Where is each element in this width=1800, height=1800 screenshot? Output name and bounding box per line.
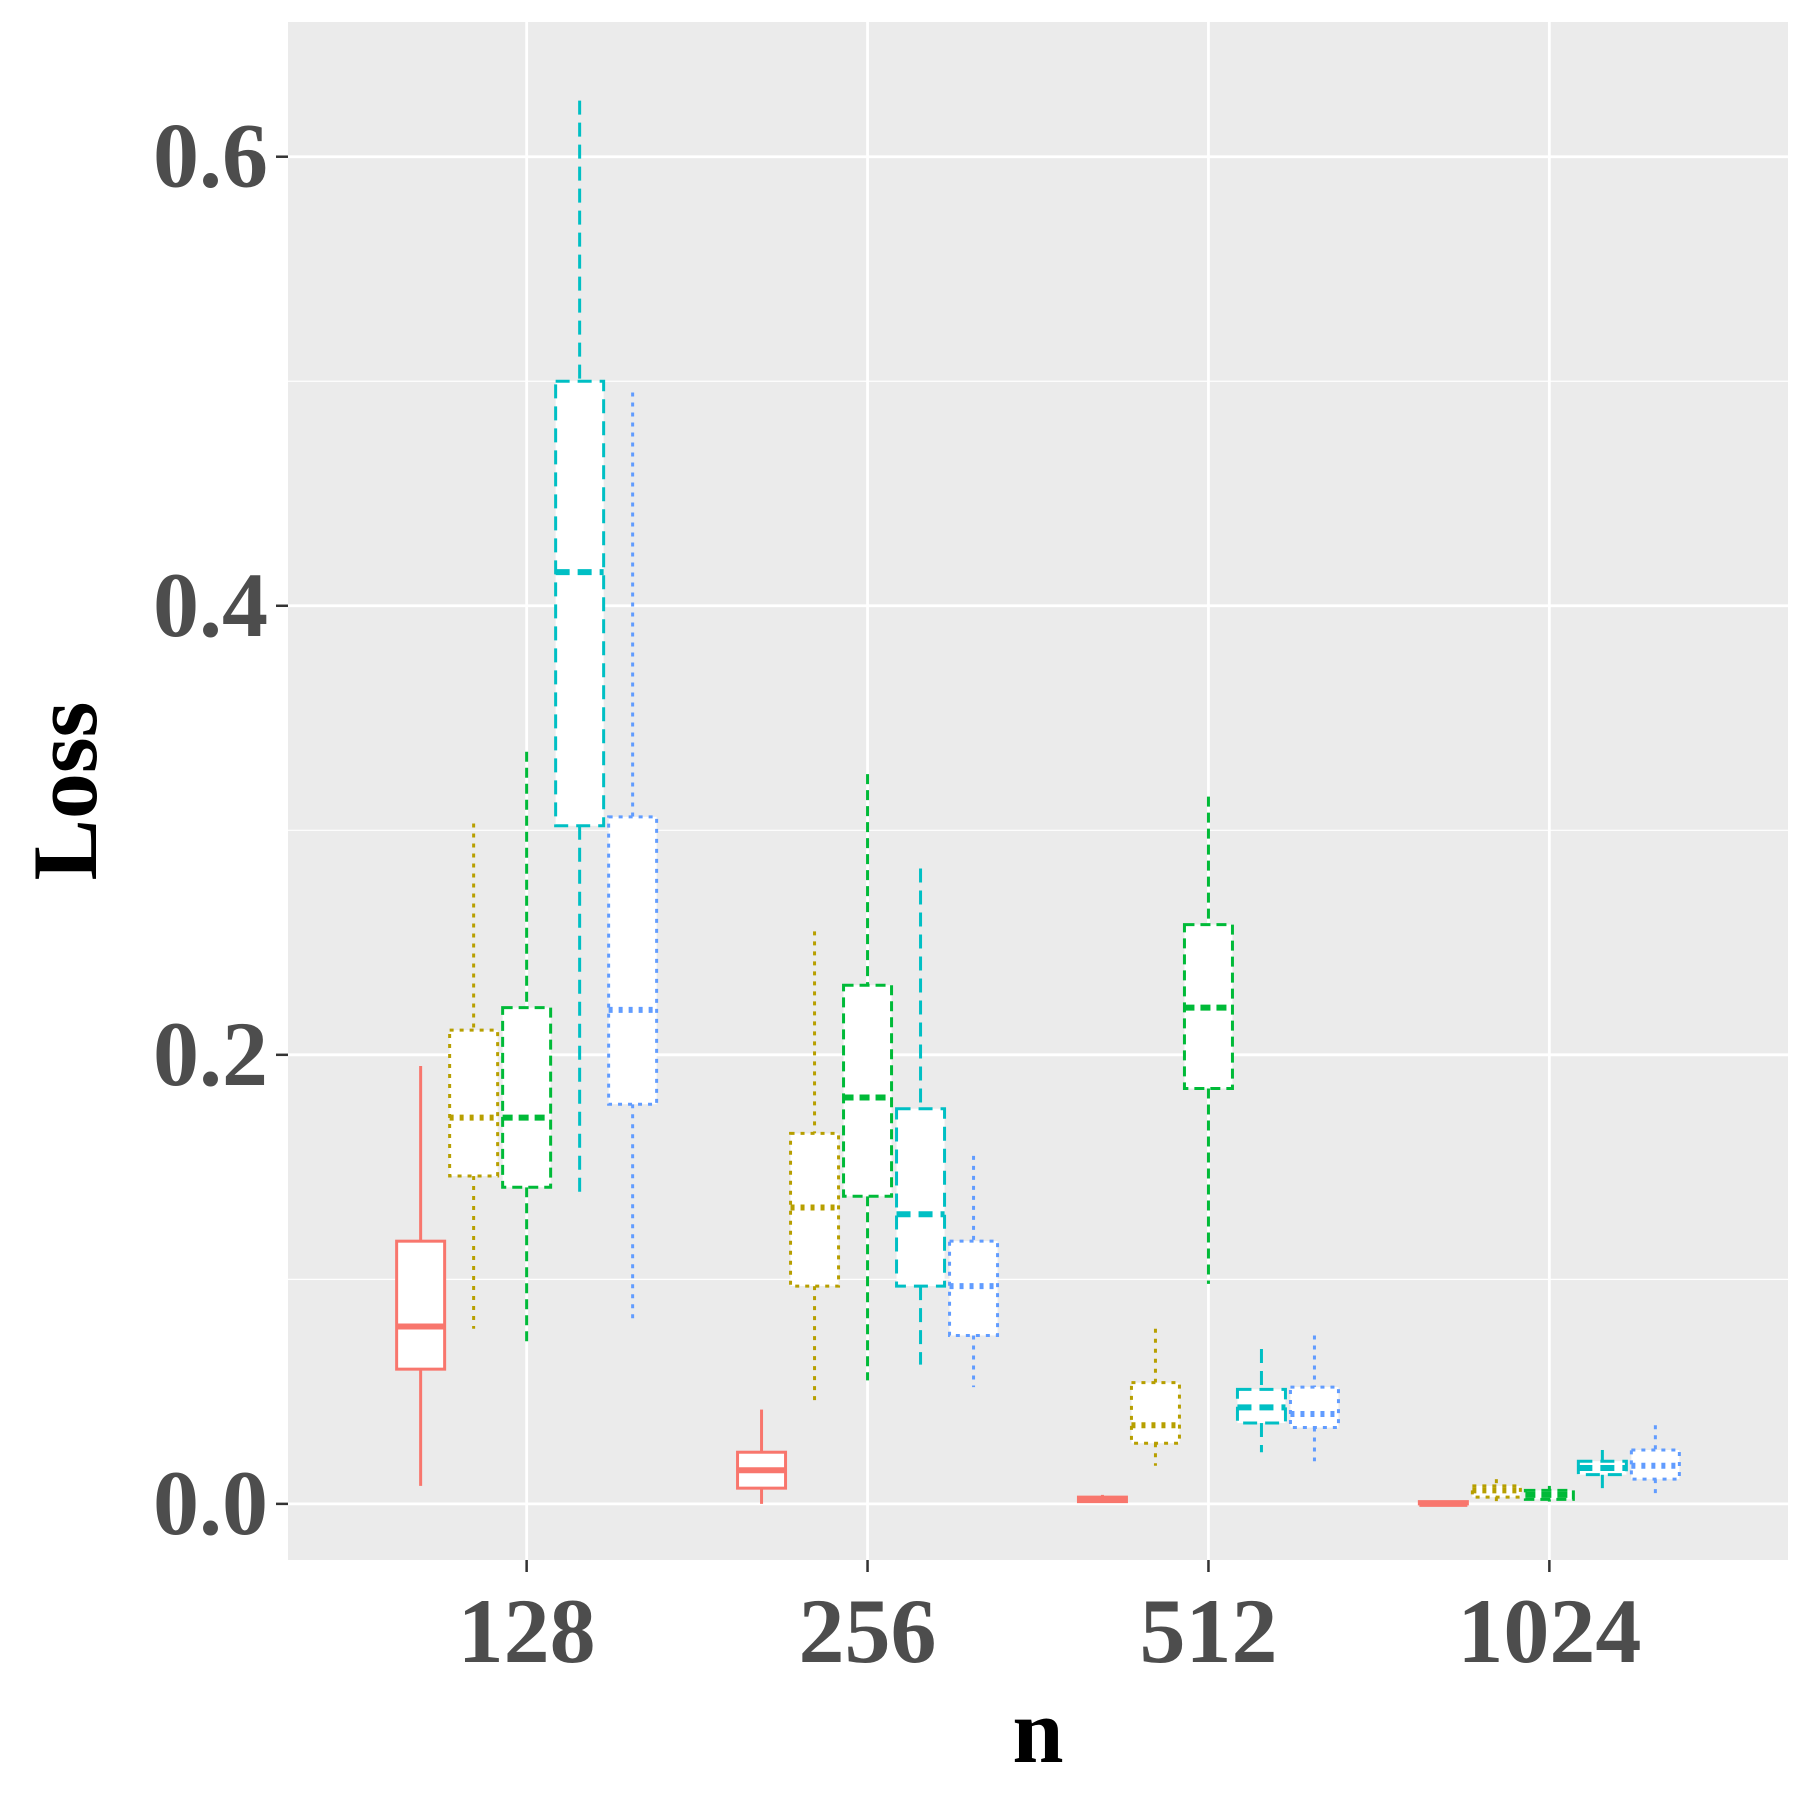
x-tick-label: 512 <box>1139 1580 1277 1682</box>
y-tick-label: 0.0 <box>153 1452 268 1554</box>
box-iqr <box>842 983 894 1198</box>
box-256-series-3 <box>842 774 894 1381</box>
box-1024-series-4 <box>1576 1449 1628 1489</box>
panel-background <box>288 22 1788 1560</box>
box-iqr <box>501 1006 553 1189</box>
box-128-series-2 <box>448 823 500 1329</box>
box-128-series-5 <box>607 392 659 1320</box>
box-iqr <box>395 1239 447 1371</box>
y-axis: 0.0 0.2 0.4 0.6 <box>153 105 288 1554</box>
box-groups <box>395 100 1681 1507</box>
box-1024-series-2 <box>1470 1479 1522 1502</box>
box-iqr <box>895 1107 947 1288</box>
box-1024-series-1 <box>1417 1500 1469 1507</box>
box-1024-series-3 <box>1523 1485 1575 1502</box>
box-512-series-5 <box>1288 1335 1340 1462</box>
box-256-series-1 <box>736 1409 788 1504</box>
box-128-series-4 <box>554 100 606 1195</box>
box-512-series-2 <box>1129 1328 1181 1466</box>
x-axis-title: n <box>1012 1680 1063 1782</box>
box-1024-series-5 <box>1629 1425 1681 1498</box>
box-iqr <box>448 1028 500 1178</box>
box-iqr <box>607 815 659 1106</box>
box-128-series-3 <box>501 751 553 1347</box>
box-iqr <box>554 379 606 828</box>
box-256-series-5 <box>948 1155 1000 1388</box>
box-512-series-1 <box>1076 1494 1128 1504</box>
y-axis-title: Loss <box>14 702 116 881</box>
box-iqr <box>1288 1385 1340 1430</box>
x-axis: 128 256 512 1024 <box>458 1560 1641 1682</box>
box-iqr <box>1129 1381 1181 1445</box>
x-tick-label: 1024 <box>1457 1580 1641 1682</box>
y-tick-label: 0.2 <box>153 1003 268 1105</box>
x-tick-label: 128 <box>458 1580 596 1682</box>
box-256-series-2 <box>789 931 841 1406</box>
box-512-series-4 <box>1235 1348 1287 1453</box>
box-512-series-3 <box>1182 796 1234 1284</box>
y-tick-label: 0.6 <box>153 105 268 207</box>
y-tick-label: 0.4 <box>153 554 268 656</box>
box-128-series-1 <box>395 1066 447 1486</box>
x-tick-label: 256 <box>799 1580 937 1682</box>
box-256-series-4 <box>895 868 947 1365</box>
